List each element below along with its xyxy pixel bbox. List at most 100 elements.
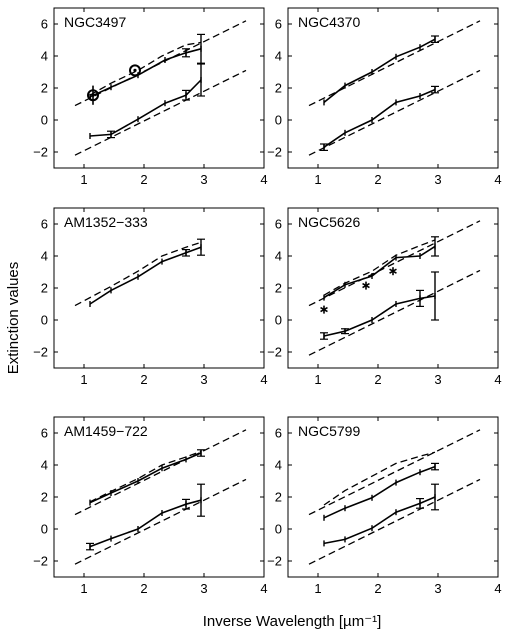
x-tick-label: 1	[314, 581, 321, 596]
asterisk-marker	[389, 268, 397, 274]
y-tick-label: 6	[275, 217, 282, 232]
x-tick-label: 2	[140, 581, 147, 596]
y-tick-label: −2	[267, 554, 282, 569]
y-tick-label: 4	[275, 49, 282, 64]
plot-frame	[287, 416, 499, 578]
plot-frame	[53, 416, 265, 578]
dashed-curve-1	[308, 429, 481, 516]
solid-curve-4	[89, 48, 202, 98]
solid-curve-5	[323, 295, 436, 337]
x-tick-label: 3	[434, 581, 441, 596]
circle-marker	[87, 89, 99, 102]
x-tick-label: 3	[200, 581, 207, 596]
dashed-curve-3	[89, 41, 202, 96]
dashed-curve-3	[323, 451, 436, 506]
dashed-curve-1	[308, 20, 481, 107]
y-tick-label: 0	[275, 522, 282, 537]
x-tick-label: 1	[80, 372, 87, 387]
panel-2: 1 2 3 4 −2 0 2 4 6 NGC4370	[267, 7, 502, 187]
circle-marker	[129, 64, 141, 77]
circle-marker-dot	[133, 68, 137, 72]
y-tick-label: 2	[275, 281, 282, 296]
panel-title: AM1352−333	[64, 214, 148, 230]
solid-curve-3	[323, 38, 436, 104]
y-tick-label: 6	[275, 426, 282, 441]
y-tick-label: 4	[41, 49, 48, 64]
y-tick-label: 2	[275, 490, 282, 505]
y-tick-label: −2	[33, 145, 48, 160]
dashed-curve-2	[74, 478, 247, 565]
y-tick-label: 2	[41, 81, 48, 96]
x-tick-label: 4	[494, 172, 501, 187]
dashed-curve-2	[308, 69, 481, 156]
panel-title: NGC4370	[298, 14, 360, 30]
y-tick-label: 6	[41, 217, 48, 232]
solid-curve-2	[89, 246, 202, 305]
panel-title: AM1459−722	[64, 423, 148, 439]
y-tick-label: 6	[41, 17, 48, 32]
x-tick-label: 3	[434, 372, 441, 387]
x-tick-label: 4	[494, 581, 501, 596]
y-tick-label: 6	[275, 17, 282, 32]
panel-title: NGC5799	[298, 423, 360, 439]
panel-3: 1 2 3 4 −2 0 2 4 6 AM1352−333	[33, 207, 268, 387]
solid-curve-4	[323, 88, 436, 148]
y-tick-label: 4	[41, 249, 48, 264]
y-tick-label: 4	[41, 458, 48, 473]
dashed-curve-3	[323, 239, 436, 296]
x-tick-label: 4	[260, 581, 267, 596]
y-tick-label: 2	[275, 81, 282, 96]
dashed-curve-3	[89, 450, 202, 503]
panel-5: 1 2 3 4 −2 0 2 4 6 AM1459−722	[33, 416, 268, 596]
plot-frame	[287, 7, 499, 169]
plot-frame	[53, 7, 265, 169]
x-tick-label: 1	[80, 172, 87, 187]
x-tick-label: 4	[260, 372, 267, 387]
panel-4: 1 2 3 4 −2 0 2 4 6 NGC5626	[267, 207, 502, 387]
y-tick-label: −2	[267, 345, 282, 360]
circle-marker-dot	[91, 93, 95, 97]
solid-curve-5	[89, 79, 202, 137]
x-tick-label: 2	[374, 372, 381, 387]
plot-frame	[53, 207, 265, 369]
asterisk-marker	[362, 282, 370, 289]
panel-title: NGC3497	[64, 14, 126, 30]
x-tick-label: 4	[494, 372, 501, 387]
x-tick-label: 1	[314, 372, 321, 387]
x-tick-label: 3	[200, 372, 207, 387]
y-tick-label: 2	[41, 281, 48, 296]
y-tick-label: 0	[275, 113, 282, 128]
y-tick-label: 0	[41, 313, 48, 328]
dashed-curve-1	[74, 429, 247, 516]
panel-1: 1 2 3 4 −2 0 2 4 6 NGC3497	[33, 7, 268, 187]
y-axis-label: Extinction values	[5, 262, 22, 375]
y-tick-label: 0	[41, 522, 48, 537]
asterisk-marker	[320, 306, 328, 313]
dashed-curve-1	[74, 20, 247, 107]
solid-curve-4	[323, 465, 436, 519]
panel-title: NGC5626	[298, 214, 360, 230]
solid-curve-5	[89, 499, 202, 548]
y-tick-label: −2	[267, 145, 282, 160]
panel-6: 1 2 3 4 −2 0 2 4 6 NGC5799	[267, 416, 502, 596]
solid-curve-4	[89, 452, 202, 504]
dashed-curve-1	[308, 220, 481, 307]
y-tick-label: 2	[41, 490, 48, 505]
y-tick-label: 0	[41, 113, 48, 128]
y-tick-label: −2	[33, 554, 48, 569]
y-tick-label: 4	[275, 249, 282, 264]
dashed-curve-2	[308, 478, 481, 565]
dashed-curve-2	[308, 269, 481, 356]
dashed-curve-2	[74, 69, 247, 156]
plot-frame	[287, 207, 499, 369]
x-tick-label: 1	[314, 172, 321, 187]
x-tick-label: 3	[200, 172, 207, 187]
solid-curve-4	[323, 245, 436, 299]
y-tick-label: 0	[275, 313, 282, 328]
dashed-curve-1	[74, 241, 202, 307]
y-tick-label: −2	[33, 345, 48, 360]
x-tick-label: 4	[260, 172, 267, 187]
y-tick-label: 6	[41, 426, 48, 441]
